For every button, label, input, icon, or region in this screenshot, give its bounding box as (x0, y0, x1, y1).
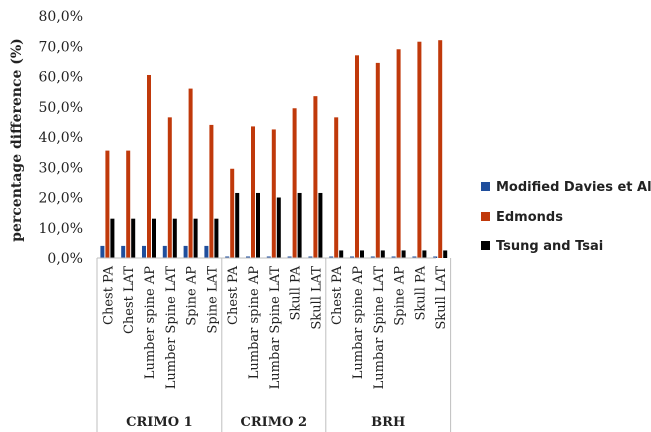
category-label: Chest PA (226, 265, 241, 325)
group-label: CRIMO 2 (241, 415, 308, 430)
bar-modified-davies-et-al-5 (204, 245, 209, 258)
bar-edmonds-7 (251, 126, 255, 258)
bar-tsung-and-tsai-0 (110, 218, 115, 258)
category-label: Lumbar Spine LAT (268, 266, 283, 390)
bar-modified-davies-et-al-6 (225, 256, 230, 258)
bar-tsung-and-tsai-5 (214, 218, 219, 258)
bar-tsung-and-tsai-11 (339, 250, 344, 258)
y-axis-label: percentage difference (%) (9, 38, 25, 242)
bar-tsung-and-tsai-9 (297, 192, 302, 258)
category-label: Skull LAT (434, 266, 449, 330)
y-tick-label: 60,0% (39, 70, 83, 86)
bar-edmonds-16 (438, 40, 443, 259)
category-label: Lumber spine AP (143, 266, 158, 379)
bar-tsung-and-tsai-2 (152, 218, 156, 258)
bar-edmonds-3 (167, 117, 172, 258)
bar-modified-davies-et-al-12 (350, 256, 354, 258)
bar-edmonds-10 (313, 96, 318, 258)
category-label: Spine LAT (205, 266, 220, 334)
bar-tsung-and-tsai-7 (256, 192, 260, 258)
bar-edmonds-9 (292, 108, 297, 258)
legend-label: Modified Davies et Al (496, 180, 651, 195)
bar-edmonds-1 (126, 150, 131, 258)
bar-modified-davies-et-al-4 (183, 245, 188, 258)
bar-modified-davies-et-al-13 (370, 256, 375, 258)
category-label: Spine AP (393, 266, 408, 326)
bar-edmonds-13 (375, 62, 380, 258)
bars (100, 40, 448, 259)
category-label: Skull LAT (309, 266, 324, 330)
bar-tsung-and-tsai-12 (360, 250, 364, 258)
bar-modified-davies-et-al-2 (142, 245, 146, 258)
category-label: Lumber Spine LAT (164, 266, 179, 390)
y-tick-label: 10,0% (39, 221, 83, 237)
y-tick-label: 20,0% (39, 191, 83, 207)
group-label: BRH (371, 415, 405, 430)
legend-swatch (481, 212, 490, 221)
bar-modified-davies-et-al-9 (287, 256, 292, 258)
legend-label: Tsung and Tsai (496, 239, 603, 254)
bar-modified-davies-et-al-7 (246, 256, 250, 258)
bar-edmonds-4 (188, 88, 193, 258)
bar-tsung-and-tsai-6 (235, 192, 240, 258)
bar-edmonds-2 (147, 74, 151, 259)
y-tick-label: 80,0% (39, 9, 83, 25)
bar-edmonds-6 (230, 168, 235, 258)
bar-tsung-and-tsai-15 (422, 250, 427, 258)
bar-edmonds-11 (334, 117, 339, 258)
bar-tsung-and-tsai-3 (172, 218, 177, 258)
category-label: Chest PA (101, 265, 116, 325)
bar-modified-davies-et-al-14 (391, 256, 396, 258)
legend-swatch (481, 241, 490, 250)
category-label: Skull PA (289, 265, 304, 320)
bar-edmonds-12 (355, 55, 359, 258)
y-tick-label: 0,0% (47, 251, 83, 267)
y-tick-label: 50,0% (39, 100, 83, 116)
bar-modified-davies-et-al-16 (433, 256, 438, 258)
category-label: Lumbar spine AP (351, 266, 366, 379)
bar-modified-davies-et-al-3 (162, 245, 167, 258)
bar-edmonds-15 (417, 41, 422, 259)
y-tick-label: 30,0% (39, 160, 83, 176)
y-axis: 0,0% 10,0% 20,0% 30,0% 40,0% 50,0% 60,0% 70,0% 8… (39, 9, 83, 267)
y-tick-label: 40,0% (39, 130, 83, 146)
legend-label: Edmonds (496, 210, 563, 225)
y-tick-label: 70,0% (39, 39, 83, 55)
category-label: Chest PA (330, 265, 345, 325)
category-label: Skull PA (413, 265, 428, 320)
bar-edmonds-5 (209, 124, 214, 259)
bar-tsung-and-tsai-1 (131, 218, 136, 258)
bar-modified-davies-et-al-1 (121, 245, 126, 258)
category-label: Lumbar Spine LAT (372, 266, 387, 390)
bar-modified-davies-et-al-15 (412, 256, 417, 258)
bar-tsung-and-tsai-16 (443, 250, 448, 258)
bar-tsung-and-tsai-14 (401, 250, 406, 258)
bar-tsung-and-tsai-13 (380, 250, 385, 258)
group-label: CRIMO 1 (126, 415, 193, 430)
category-label: Chest LAT (122, 266, 137, 334)
legend: Modified Davies et Al Edmonds Tsung and Ts… (481, 180, 651, 254)
bar-tsung-and-tsai-4 (193, 218, 198, 258)
bar-tsung-and-tsai-8 (276, 197, 281, 258)
bar-tsung-and-tsai-10 (318, 192, 323, 258)
category-label: Lumbar spine AP (247, 266, 262, 379)
bar-edmonds-14 (396, 49, 401, 258)
bar-edmonds-8 (271, 129, 276, 258)
category-label: Spine AP (185, 266, 200, 326)
bar-modified-davies-et-al-0 (100, 245, 105, 258)
bar-modified-davies-et-al-8 (266, 256, 271, 258)
bar-edmonds-0 (105, 150, 110, 258)
bar-modified-davies-et-al-11 (329, 256, 334, 258)
x-axis: Chest PA Chest LAT Lumber spine AP Lumber S… (96, 257, 452, 432)
bar-modified-davies-et-al-10 (308, 256, 313, 258)
legend-swatch (481, 182, 490, 191)
